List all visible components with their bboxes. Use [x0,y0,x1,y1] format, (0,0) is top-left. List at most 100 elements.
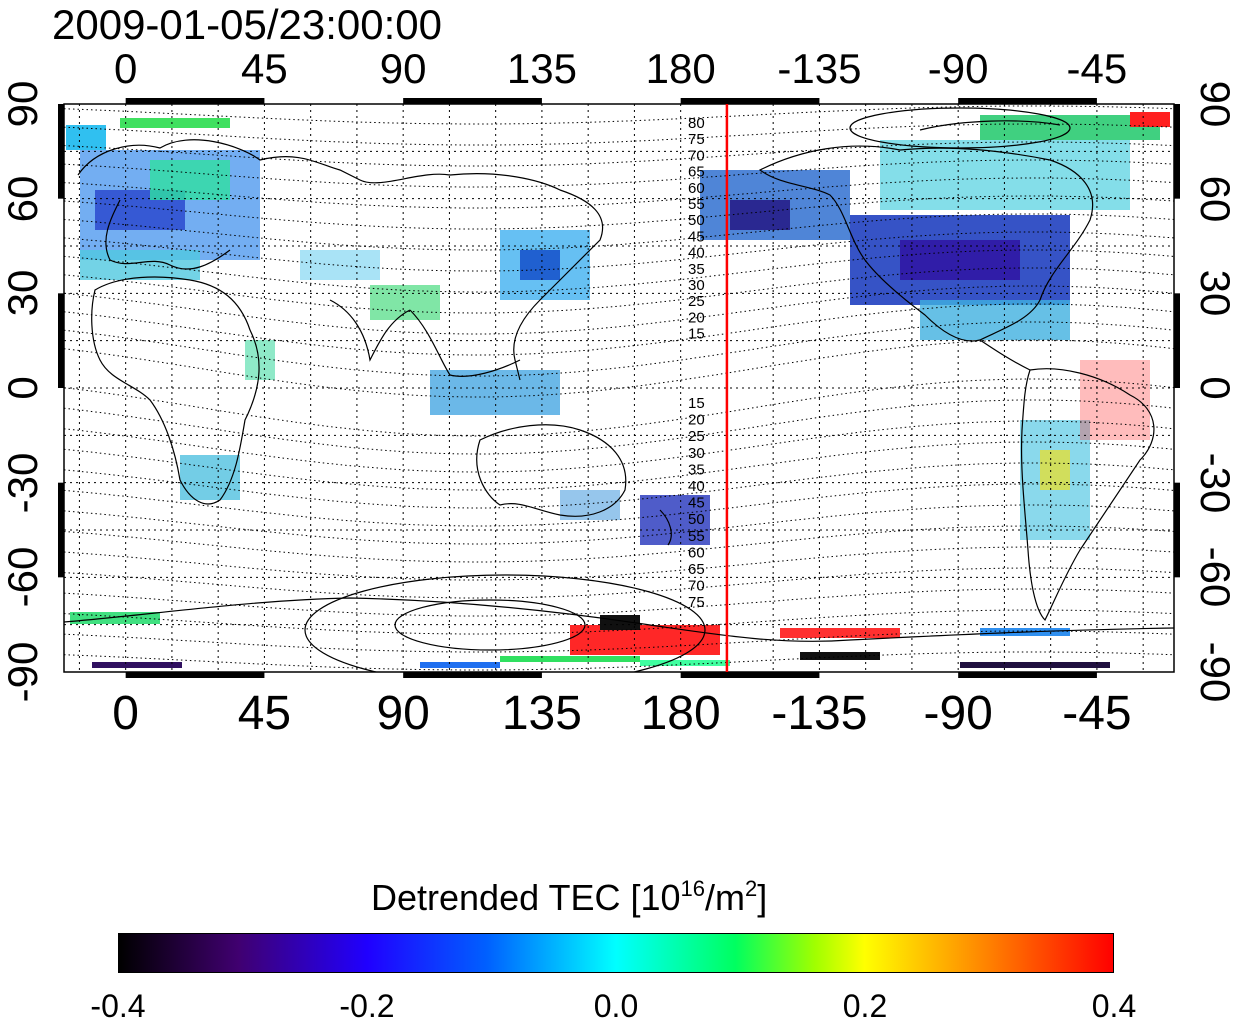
right-lat-tick: -90 [1192,641,1239,703]
colorbar-title-mid: /m [705,877,745,918]
magnetic-contour [64,609,1174,635]
magnetic-contour [64,339,1174,398]
contour-label-south: 35 [688,461,705,478]
contour-label-south: 60 [688,544,705,561]
magnetic-contour [64,213,1174,251]
top-lon-tick: 135 [506,45,577,92]
right-lat-tick: -60 [1192,546,1239,608]
magnetic-contour [64,123,1174,146]
colorbar-title-exp1: 16 [680,876,705,901]
left-axis-bar [58,104,64,199]
bottom-lon-tick: 135 [501,687,582,740]
bottom-lon-tick: -45 [1062,687,1132,740]
bottom-lon-tick: 0 [112,687,140,740]
contour-label-south: 50 [688,511,705,528]
bottom-axis-bar [958,672,1097,678]
contour-label-north: 65 [688,164,705,181]
contour-label-north: 60 [688,180,705,197]
left-lat-tick: 0 [0,376,46,400]
left-lat-tick: 30 [0,269,46,317]
magnetic-contour [64,378,1174,437]
bottom-lon-tick: 90 [376,687,430,740]
top-axis-bar [958,98,1097,104]
contour-label-north: 15 [688,326,705,343]
coastlines [64,120,1174,642]
colorbar-title-exp2: 2 [745,876,758,901]
top-lon-tick: 45 [241,45,288,92]
magnetic-contour [64,504,1174,545]
contour-label-north: 20 [688,309,705,326]
colorbar-tick-label: 0.0 [593,988,639,1024]
contour-label-north: 25 [688,293,705,310]
contour-label-south: 15 [688,395,705,412]
magnetic-contour [64,567,1174,599]
magnetic-latitude-contours [64,105,1174,671]
contour-label-south: 75 [688,594,705,611]
magnetic-contour [64,399,1174,455]
top-lon-tick: -45 [1066,45,1128,92]
top-axis-bar [680,98,820,104]
magnetic-contour [64,651,1174,671]
bottom-axis-bar [680,672,820,678]
contour-label-north: 50 [688,212,705,229]
colorbar-tick-label: -0.4 [90,988,146,1024]
colorbar-tick-label: 0.2 [842,988,888,1024]
right-lat-tick: 30 [1192,269,1239,317]
axis-ticks [58,98,1180,678]
contour-label-north: 75 [688,131,705,148]
bottom-axis-bar [403,672,542,678]
polar-contour-south [304,107,1071,672]
contour-label-south: 20 [688,412,705,429]
bottom-lon-tick: -135 [771,687,868,740]
timestamp-title: 2009-01-05/23:00:00 [52,1,442,48]
magnetic-contour [64,195,1174,230]
right-axis-bar [1174,482,1180,578]
magnetic-contour [64,177,1174,209]
top-axis-bar [125,98,265,104]
right-axis-bar [1174,104,1180,199]
magnetic-contour [64,105,1174,125]
magnetic-contour [64,231,1174,272]
contour-label-south: 65 [688,561,705,578]
magnetic-contour [64,546,1174,581]
left-axis-bar [58,482,64,578]
top-lon-tick: 180 [645,45,716,92]
contour-label-south: 25 [688,428,705,445]
right-lat-tick: 0 [1192,376,1239,400]
contour-label-south: 45 [688,495,705,512]
magnetic-contour [64,588,1174,617]
right-lat-tick: 90 [1192,80,1239,128]
magnetic-contour [64,525,1174,563]
left-lat-tick: 90 [0,80,46,128]
magnetic-contour [64,141,1174,167]
top-lon-tick: -90 [927,45,989,92]
left-lat-tick: -60 [0,546,46,608]
contour-label-south: 40 [688,478,705,495]
left-axis-bar [58,293,64,388]
left-lat-tick: 60 [0,175,46,223]
contour-label-north: 70 [688,147,705,164]
contour-label-north: 30 [688,277,705,294]
left-lat-tick: -30 [0,452,46,514]
right-lat-tick: -30 [1192,452,1239,514]
contour-label-south: 30 [688,445,705,462]
contour-label-north: 55 [688,196,705,213]
contour-label-north: 35 [688,261,705,278]
magnetic-contour [64,321,1174,377]
right-lat-tick: 60 [1192,175,1239,223]
magnetic-contour [64,630,1174,653]
top-lon-tick: 0 [113,45,138,92]
left-lat-tick: -90 [0,641,46,703]
colorbar-title-prefix: Detrended TEC [10 [371,877,681,918]
colorbar-title-suffix: ] [757,877,768,918]
contour-label-south: 55 [688,528,705,545]
right-axis-bar [1174,293,1180,388]
bottom-axis-bar [125,672,265,678]
top-lon-tick: 90 [379,45,427,92]
contour-label-north: 80 [688,115,705,132]
contour-labels: 8075706560555045403530252015152025303540… [688,115,705,611]
bottom-lon-tick: -90 [923,687,993,740]
colorbar-tick-label: -0.2 [339,988,395,1024]
contour-label-north: 45 [688,228,705,245]
